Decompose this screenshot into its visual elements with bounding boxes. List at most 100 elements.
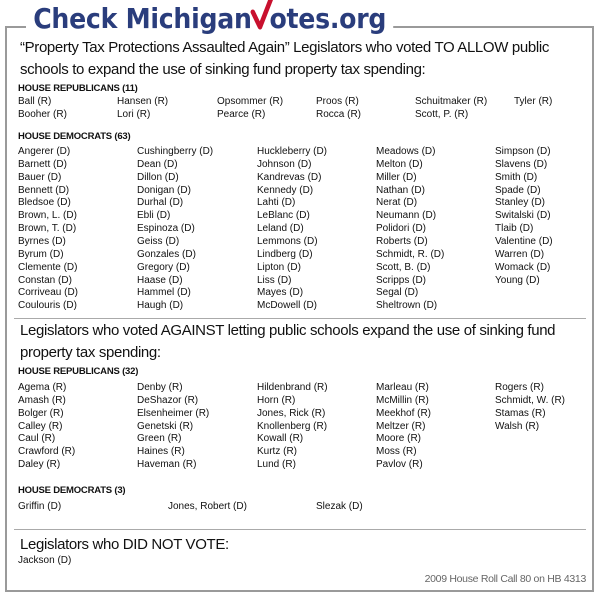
legislator-name: Leland (D) [257, 223, 304, 235]
legislator-name: Calley (R) [18, 420, 63, 432]
legislator-name: DeShazor (R) [137, 394, 199, 406]
legislator-name: Bledsoe (D) [18, 197, 71, 209]
legislator-name: Pavlov (R) [376, 459, 423, 471]
legislator-name: Byrnes (D) [18, 235, 66, 247]
legislator-name: Valentine (D) [495, 235, 553, 247]
legislator-name: Bolger (R) [18, 407, 64, 419]
legislator-name: Corriveau (D) [18, 287, 79, 299]
legislator-name: Simpson (D) [495, 146, 551, 157]
legislator-name: Proos (R) [316, 96, 359, 107]
legislator-name: Haase (D) [137, 274, 183, 286]
legislator-name: Moss (R) [376, 446, 417, 458]
legislator-name: Slavens (D) [495, 158, 548, 170]
legislator-name: Tlaib (D) [495, 223, 534, 235]
legislator-name: Brown, L. (D) [18, 210, 77, 222]
legislator-name: Mayes (D) [257, 287, 304, 299]
check-icon: V [250, 0, 273, 35]
legislator-name: Schmidt, W. (R) [495, 394, 566, 406]
legislator-name: Geiss (D) [137, 235, 180, 247]
legislator-name: Clemente (D) [18, 261, 78, 273]
legislator-name: Green (R) [137, 433, 182, 445]
legislator-name: Young (D) [495, 274, 540, 286]
legislator-name: Elsenheimer (R) [137, 407, 210, 419]
legislator-name: Meltzer (R) [376, 420, 426, 432]
legislator-name: Switalski (D) [495, 210, 551, 222]
legislator-name: LeBlanc (D) [257, 210, 310, 222]
legislator-name: Jackson (D) [18, 555, 72, 566]
legislator-name: Genetski (R) [137, 420, 194, 432]
legislator-name: Nerat (D) [376, 197, 418, 209]
legislator-name: Stanley (D) [495, 197, 546, 209]
logo-text-end: otes.org [269, 2, 387, 35]
legislator-name: Gregory (D) [137, 261, 190, 273]
legislator-name: Miller (D) [376, 171, 417, 183]
legislator-name: Ebli (D) [137, 210, 171, 222]
legislator-name: Womack (D) [495, 261, 551, 273]
legislator-name: Stamas (R) [495, 407, 546, 419]
legislator-name: Haveman (R) [137, 459, 197, 471]
legislator-name: Slezak (D) [316, 501, 363, 512]
legislator-name: McMillin (R) [376, 394, 429, 406]
legislator-name: Rogers (R) [495, 382, 544, 393]
legislator-name: Scripps (D) [376, 274, 427, 286]
legislator-name: Rocca (R) [316, 109, 362, 120]
legislator-name: Dillon (D) [137, 171, 179, 183]
legislator-name: Warren (D) [495, 248, 545, 260]
legislator-name: Pearce (R) [217, 109, 266, 120]
against-democrats-label: HOUSE DEMOCRATS (3) [18, 485, 126, 496]
legislator-name: Haugh (D) [137, 300, 184, 312]
legislator-name: Daley (R) [18, 459, 61, 471]
legislator-name: Lahti (D) [257, 197, 296, 209]
legislator-name: Griffin (D) [18, 501, 62, 512]
legislator-name: Lund (R) [257, 459, 296, 471]
legislator-name: Durhal (D) [137, 197, 184, 209]
legislator-name: Schuitmaker (R) [415, 96, 488, 107]
legislator-name: Moore (R) [376, 433, 422, 445]
legislator-name: Hansen (R) [117, 96, 169, 107]
legislator-name: Cushingberry (D) [137, 146, 214, 157]
legislator-name: Jones, Robert (D) [168, 501, 247, 512]
legislator-name: Amash (R) [18, 394, 66, 406]
against-heading-line2: property tax spending: [20, 344, 161, 361]
legislator-name: Haines (R) [137, 446, 185, 458]
legislator-name: Hammel (D) [137, 287, 191, 299]
legislator-name: Johnson (D) [257, 158, 312, 170]
legislator-name: Denby (R) [137, 382, 183, 393]
legislator-name: Kurtz (R) [257, 446, 297, 458]
legislator-name: Liss (D) [257, 274, 292, 286]
legislator-name: Spade (D) [495, 184, 541, 196]
legislator-name: Gonzales (D) [137, 248, 196, 260]
legislator-name: Walsh (R) [495, 420, 540, 432]
legislator-name: Kandrevas (D) [257, 171, 322, 183]
legislator-name: Tyler (R) [514, 96, 553, 107]
against-republicans-label: HOUSE REPUBLICANS (32) [18, 366, 139, 377]
legislator-name: Barnett (D) [18, 158, 67, 170]
legislator-name: Dean (D) [137, 158, 178, 170]
legislator-name: Meekhof (R) [376, 407, 432, 419]
did-not-vote-heading: Legislators who DID NOT VOTE: [20, 536, 229, 553]
legislator-name: Horn (R) [257, 394, 296, 406]
divider [14, 529, 586, 530]
legislator-name: Kennedy (D) [257, 184, 314, 196]
legislator-name: Coulouris (D) [18, 300, 77, 312]
legislator-name: Ball (R) [18, 96, 52, 107]
legislator-name: Smith (D) [495, 171, 538, 183]
legislator-name: Caul (R) [18, 433, 56, 445]
legislator-name: Roberts (D) [376, 235, 428, 247]
legislator-name: Angerer (D) [18, 146, 71, 157]
legislator-name: Scott, B. (D) [376, 261, 431, 273]
legislator-name: Byrum (D) [18, 248, 64, 260]
legislator-name: Meadows (D) [376, 146, 436, 157]
legislator-name: Lipton (D) [257, 261, 301, 273]
legislator-name: Marleau (R) [376, 382, 429, 393]
legislator-name: Bauer (D) [18, 171, 62, 183]
logo-text: Check Michigan [33, 2, 252, 35]
legislator-name: Nathan (D) [376, 184, 425, 196]
legislator-name: Melton (D) [376, 158, 423, 170]
for-republicans-label: HOUSE REPUBLICANS (11) [18, 83, 138, 94]
legislator-name: Jones, Rick (R) [257, 407, 326, 419]
legislator-name: McDowell (D) [257, 300, 317, 312]
for-heading-line1: “Property Tax Protections Assaulted Agai… [20, 39, 549, 56]
legislator-name: Booher (R) [18, 109, 67, 120]
legislator-name: Scott, P. (R) [415, 109, 469, 120]
